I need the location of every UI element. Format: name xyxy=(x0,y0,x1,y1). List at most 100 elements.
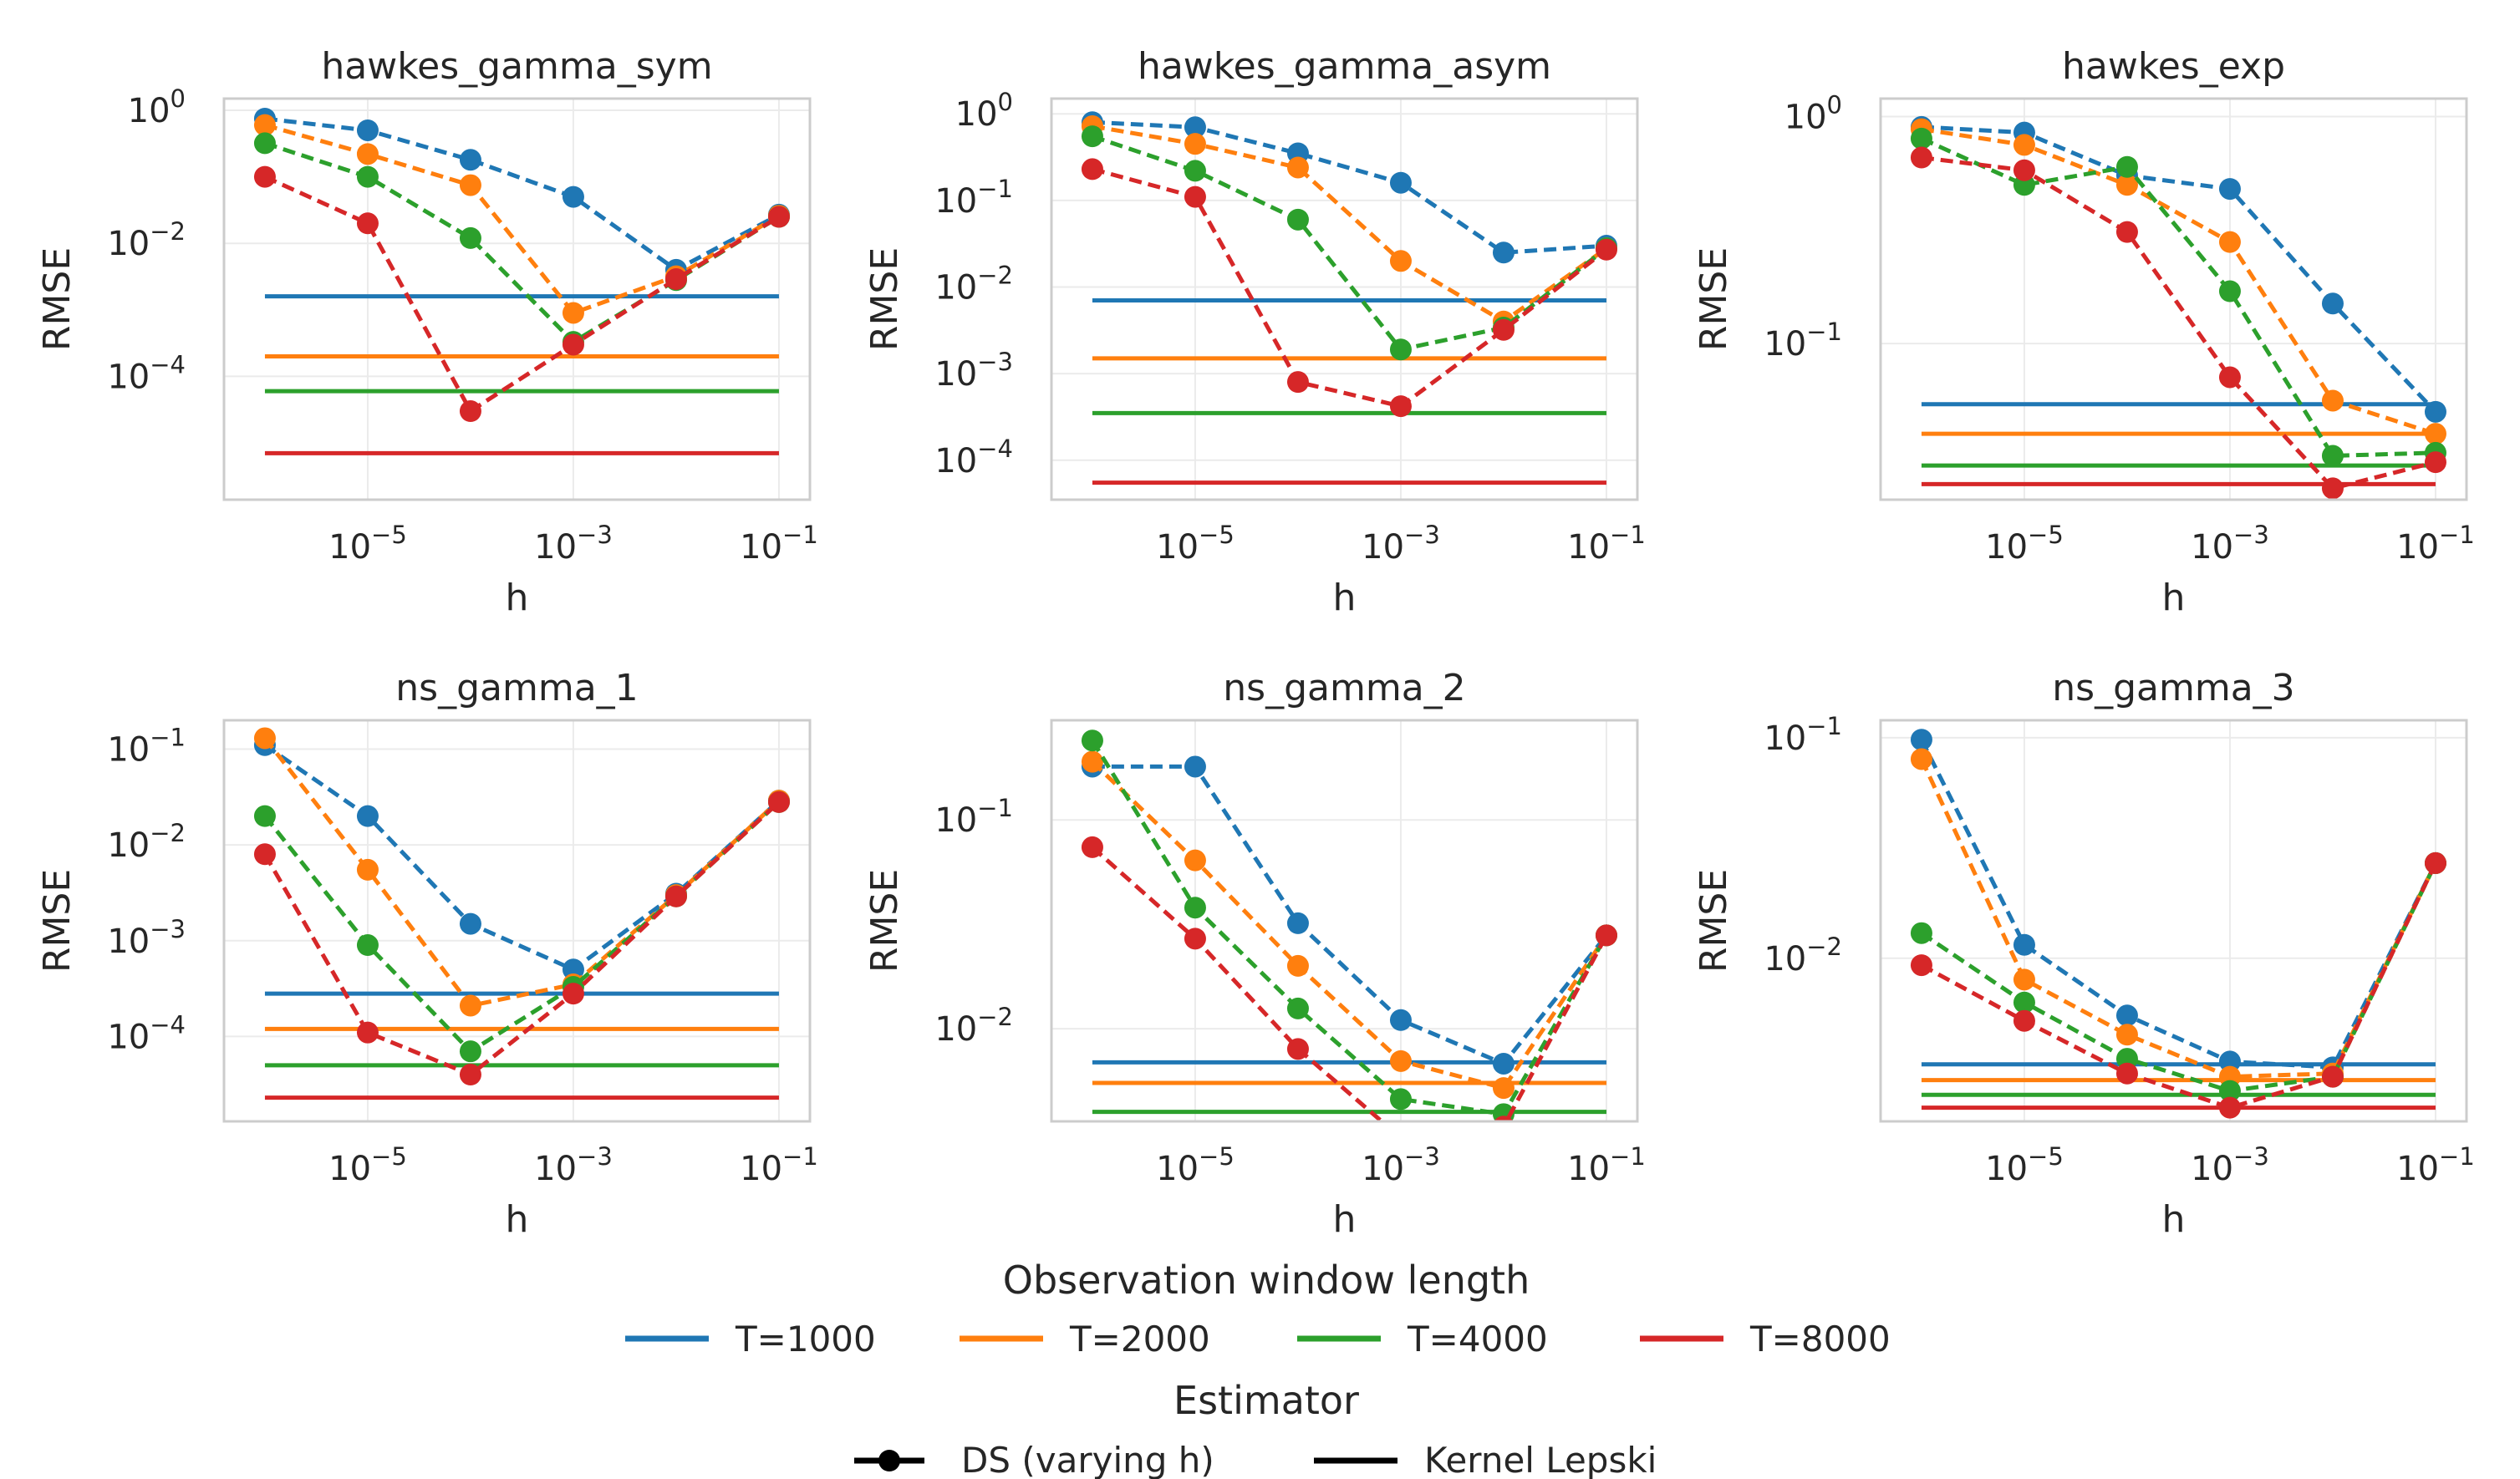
legend-label-T=2000: T=2000 xyxy=(1069,1319,1210,1360)
ds-point-T=4000 xyxy=(1184,160,1206,182)
ds-point-T=1000 xyxy=(2115,1004,2138,1027)
y-tick-label: 10−2 xyxy=(934,262,1013,307)
ds-point-T=8000 xyxy=(1910,146,1932,169)
ds-point-T=2000 xyxy=(2424,423,2446,445)
ds-point-T=8000 xyxy=(1081,158,1103,180)
ds-line-T=1000 xyxy=(1092,119,1607,255)
panel-hawkes_gamma_asym: 10−5 10−3 10−1 100 10−1 10−2 10−3 10−4 hawkes_ga… xyxy=(863,45,1646,619)
axes-frame xyxy=(1050,97,1639,501)
axes-frame xyxy=(222,97,812,501)
y-tick-label: 10−2 xyxy=(934,1003,1013,1049)
ds-point-T=8000 xyxy=(2115,221,2138,243)
ds-point-T=1000 xyxy=(2013,933,2035,956)
ds-point-T=8000 xyxy=(2013,159,2035,181)
x-axis-label: h xyxy=(2162,577,2186,619)
ds-point-T=8000 xyxy=(1910,954,1932,977)
x-tick-label: 10−1 xyxy=(740,1142,818,1188)
ds-line-T=4000 xyxy=(1920,136,2436,459)
ds-line-T=2000 xyxy=(264,123,781,316)
y-tick-label: 10−1 xyxy=(934,794,1013,840)
ds-line-T=1000 xyxy=(263,743,781,973)
x-tick-label: 10−5 xyxy=(1156,521,1235,567)
y-tick-label: 10−3 xyxy=(107,915,186,961)
ds-point-T=8000 xyxy=(253,165,276,188)
panels: 10−5 10−3 10−110010−210−4hawkes_gamma_symh… xyxy=(36,45,2475,1241)
ds-point-T=2000 xyxy=(2013,134,2035,156)
y-tick-label: 10−1 xyxy=(934,175,1013,221)
y-tick-label: 10−2 xyxy=(1764,933,1842,978)
panel-hawkes_gamma_sym: 10−5 10−3 10−1 100 10−2 10−4 hawkes_gamma_symh… xyxy=(36,45,818,619)
legend-color-title: Observation window length xyxy=(1003,1258,1530,1303)
ds-point-T=2000 xyxy=(2218,231,2241,253)
ds-point-T=4000 xyxy=(253,132,276,155)
ds-point-T=8000 xyxy=(664,885,687,907)
ds-point-T=4000 xyxy=(1910,922,1932,944)
ds-point-T=4000 xyxy=(356,934,379,957)
y-tick-label: 100 xyxy=(128,84,186,130)
ds-point-T=2000 xyxy=(1184,133,1206,155)
ds-point-T=2000 xyxy=(1389,250,1412,272)
y-axis-label: RMSE xyxy=(863,869,906,973)
legend-style-ds-marker xyxy=(878,1450,900,1471)
ds-point-T=1000 xyxy=(562,186,584,208)
ds-point-T=8000 xyxy=(2115,1062,2138,1085)
y-tick-label: 10−1 xyxy=(1764,318,1842,363)
ds-point-T=4000 xyxy=(1286,208,1309,231)
ds-point-T=2000 xyxy=(562,302,584,324)
y-axis-label: RMSE xyxy=(36,869,79,973)
ds-point-T=4000 xyxy=(1081,125,1103,148)
ds-line-T=2000 xyxy=(1921,127,2436,436)
ds-point-T=4000 xyxy=(1081,729,1103,752)
x-tick-label: 10−1 xyxy=(1567,1142,1646,1188)
ds-point-T=1000 xyxy=(2424,400,2446,423)
ds-point-T=8000 xyxy=(2321,477,2344,500)
panel-ns_gamma_2: 10−5 10−3 10−1 10−1 10−2 ns_gamma_2h RMSE xyxy=(863,667,1646,1241)
legend-style-ds-label: DS (varying h) xyxy=(961,1440,1214,1479)
ds-point-T=8000 xyxy=(2424,851,2446,874)
axes-frame xyxy=(1879,97,2468,501)
ds-line-T=1000 xyxy=(1919,739,2438,1070)
ds-point-T=2000 xyxy=(1389,1050,1412,1072)
ds-point-T=1000 xyxy=(356,805,379,827)
ds-point-T=1000 xyxy=(1910,729,1932,751)
ds-point-T=8000 xyxy=(459,400,481,423)
x-axis-label: h xyxy=(2162,1198,2186,1241)
ds-point-T=8000 xyxy=(664,268,687,291)
y-tick-label: 10−2 xyxy=(107,217,186,263)
x-tick-label: 10−3 xyxy=(2191,521,2269,567)
plot-area xyxy=(1081,111,1617,485)
ds-point-T=4000 xyxy=(2218,1080,2241,1102)
x-tick-label: 10−3 xyxy=(534,1142,613,1188)
x-tick-label: 10−1 xyxy=(2396,1142,2475,1188)
x-tick-label: 10−5 xyxy=(328,521,407,567)
ds-point-T=8000 xyxy=(356,212,379,235)
ds-point-T=8000 xyxy=(767,790,790,813)
ds-point-T=8000 xyxy=(1389,395,1412,418)
y-tick-label: 10−4 xyxy=(934,435,1013,480)
y-tick-label: 10−2 xyxy=(107,819,186,865)
ds-line-T=4000 xyxy=(262,800,781,1055)
ds-point-T=2000 xyxy=(1184,849,1206,872)
legend-style-lepski-label: Kernel Lepski xyxy=(1424,1440,1657,1479)
y-axis-label: RMSE xyxy=(863,247,906,351)
y-tick-label: 10−3 xyxy=(934,348,1013,394)
ds-point-T=8000 xyxy=(1595,924,1617,947)
y-axis-label: RMSE xyxy=(1693,869,1735,973)
ds-line-T=8000 xyxy=(263,175,781,414)
ds-point-T=2000 xyxy=(253,114,276,136)
ds-point-T=8000 xyxy=(2013,1009,2035,1032)
ds-point-T=2000 xyxy=(1492,1077,1515,1100)
x-tick-label: 10−1 xyxy=(2396,521,2475,567)
ds-point-T=8000 xyxy=(1081,836,1103,858)
ds-point-T=2000 xyxy=(356,143,379,165)
ds-point-T=8000 xyxy=(459,1064,481,1086)
ds-point-T=8000 xyxy=(1492,318,1515,341)
ds-point-T=8000 xyxy=(1286,371,1309,394)
panel-ns_gamma_1: 10−5 10−3 10−1 10−1 10−2 10−3 10−4 ns_gamma_1h R… xyxy=(36,667,818,1241)
ds-point-T=8000 xyxy=(767,206,790,228)
ds-point-T=4000 xyxy=(459,226,481,249)
ds-point-T=1000 xyxy=(1184,755,1206,778)
x-axis-label: h xyxy=(1333,577,1357,619)
